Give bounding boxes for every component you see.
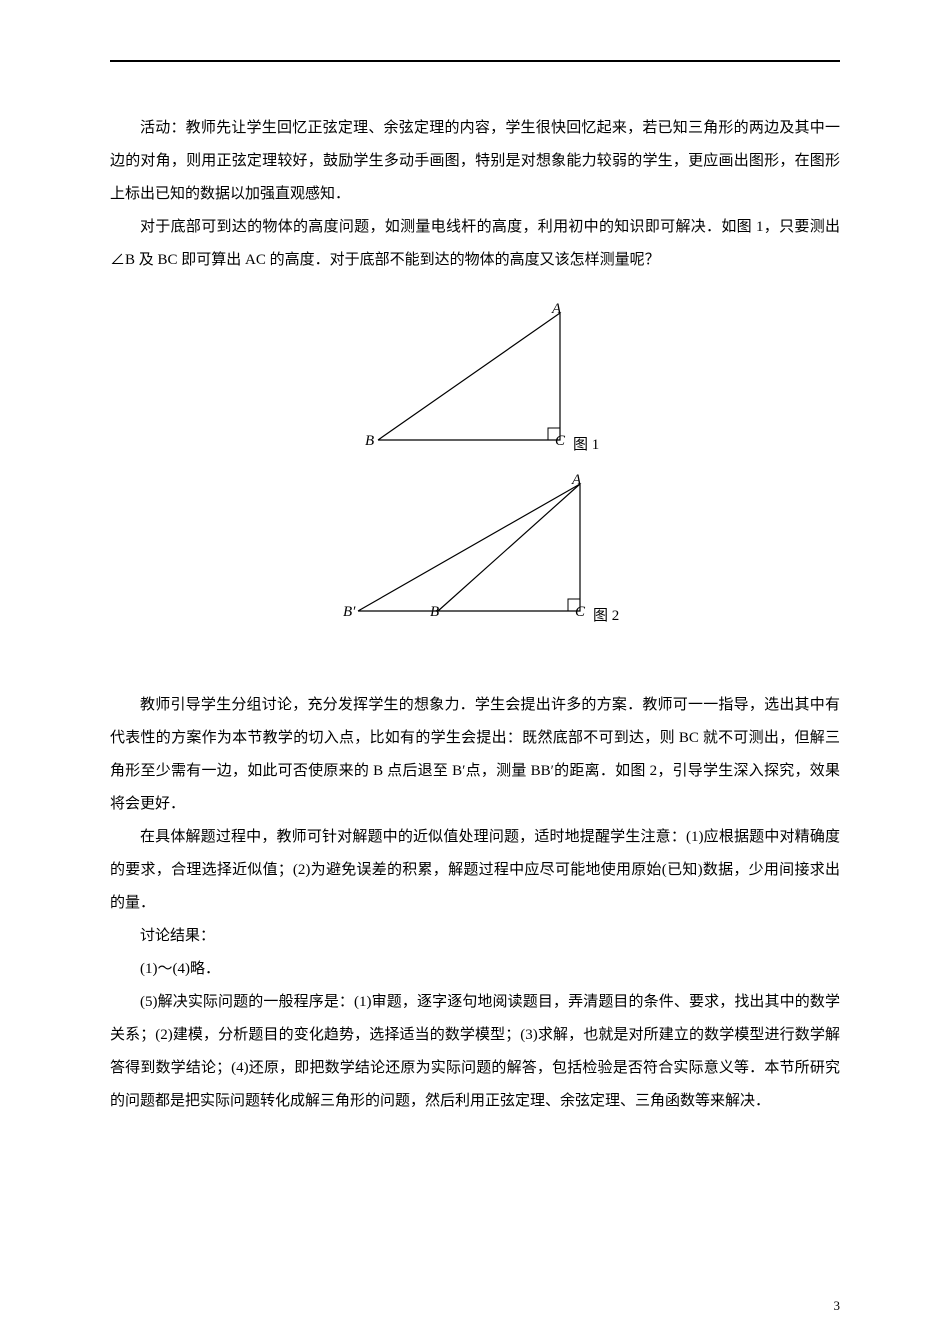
label-A2: A <box>572 472 581 489</box>
caption-2: 图 2 <box>593 604 619 625</box>
figures-block: A B C 图 1 A B′ B C 图 2 <box>110 297 840 639</box>
paragraph-5: 讨论结果： <box>110 920 840 953</box>
paragraph-7: (5)解决实际问题的一般程序是：(1)审题，逐字逐句地阅读题目，弄清题目的条件、… <box>110 986 840 1118</box>
figure-2-svg <box>350 476 600 621</box>
paragraph-2: 对于底部可到达的物体的高度问题，如测量电线杆的高度，利用初中的知识即可解决．如图… <box>110 211 840 277</box>
paragraph-3: 教师引导学生分组讨论，充分发挥学生的想象力．学生会提出许多的方案．教师可一一指导… <box>110 689 840 821</box>
label-Bprime: B′ <box>343 604 355 621</box>
triangle-outline <box>378 313 560 440</box>
label-C2: C <box>575 604 585 621</box>
page-number: 3 <box>834 1298 841 1314</box>
paragraph-4: 在具体解题过程中，教师可针对解题中的近似值处理问题，适时地提醒学生注意：(1)应… <box>110 821 840 920</box>
figure-1: A B C 图 1 <box>345 305 605 455</box>
figure-2: A B′ B C 图 2 <box>325 476 625 626</box>
paragraph-6: (1)～(4)略． <box>110 953 840 986</box>
label-C: C <box>555 433 565 450</box>
label-B2: B <box>430 604 439 621</box>
inner-line <box>438 484 580 611</box>
caption-1: 图 1 <box>573 433 599 454</box>
figure-1-svg <box>370 305 580 450</box>
label-B: B <box>365 433 374 450</box>
document-page: 活动：教师先让学生回忆正弦定理、余弦定理的内容，学生很快回忆起来，若已知三角形的… <box>0 0 950 1158</box>
top-rule <box>110 60 840 62</box>
triangle-outer <box>358 484 580 611</box>
label-A: A <box>552 301 561 318</box>
paragraph-1: 活动：教师先让学生回忆正弦定理、余弦定理的内容，学生很快回忆起来，若已知三角形的… <box>110 112 840 211</box>
